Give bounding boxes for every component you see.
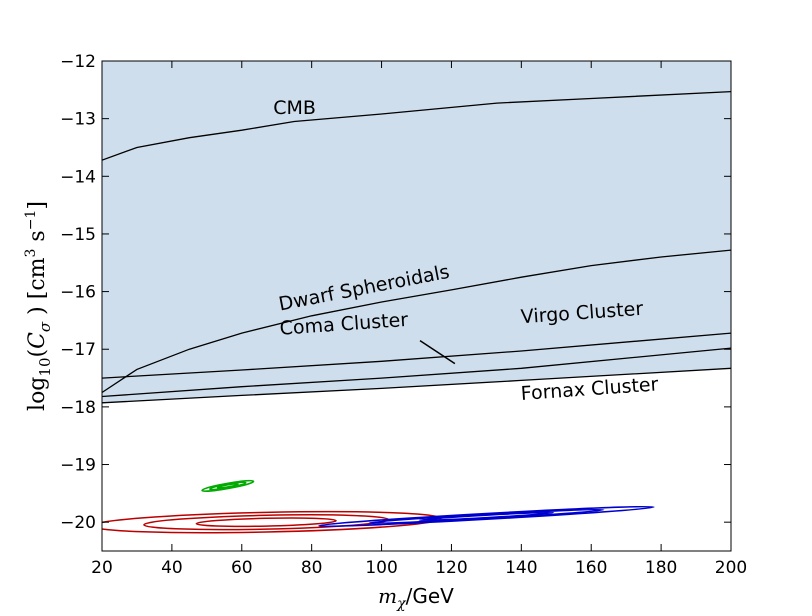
annotation-pointer xyxy=(419,339,456,365)
y-tick-label: −17 xyxy=(60,340,96,360)
contour-0-level-2 xyxy=(216,483,239,489)
x-tick-label: 120 xyxy=(435,558,467,578)
contour-2-level-0 xyxy=(318,505,655,527)
curve-coma-cluster xyxy=(102,332,731,379)
x-tick-label: 100 xyxy=(365,558,397,578)
curve-virgo-cluster xyxy=(102,347,731,398)
x-tick-label: 20 xyxy=(91,558,113,578)
y-tick-label: −16 xyxy=(60,283,96,303)
contour-0-level-1 xyxy=(209,481,247,491)
likelihood-contours xyxy=(102,479,655,534)
y-tick-label: −13 xyxy=(60,110,96,130)
y-tick-label: −18 xyxy=(60,398,96,418)
contour-1-level-2 xyxy=(195,517,337,528)
x-axis-ticks: 20 40 60 80 100 120 140 160 180 200 xyxy=(91,61,747,578)
constraint-regions xyxy=(102,61,731,404)
contour-2-level-2 xyxy=(418,511,555,522)
x-tick-label: 160 xyxy=(575,558,607,578)
contour-0-level-0 xyxy=(201,479,255,492)
y-tick-label: −14 xyxy=(60,167,96,187)
region-fornax-cluster xyxy=(102,61,731,403)
curve-dwarf-spheroidals xyxy=(102,249,731,394)
y-axis-label: log10(Cσ ) [cm3 s−1] xyxy=(23,201,54,411)
x-tick-label: 60 xyxy=(231,558,253,578)
y-tick-label: −12 xyxy=(60,52,96,72)
x-tick-label: 180 xyxy=(645,558,677,578)
curve-cmb xyxy=(102,90,731,161)
x-axis-label: mχ/GeV xyxy=(378,584,454,612)
x-tick-label: 140 xyxy=(505,558,537,578)
y-tick-label: −19 xyxy=(60,456,96,476)
label-cmb: CMB xyxy=(273,97,316,119)
x-tick-label: 200 xyxy=(715,558,747,578)
contour-2-level-1 xyxy=(368,508,605,525)
x-tick-label: 80 xyxy=(301,558,323,578)
svg-text:log10(Cσ ) [cm3 s−1]: log10(Cσ ) [cm3 s−1] xyxy=(23,201,54,411)
plot-frame xyxy=(101,60,732,552)
y-axis-ticks: −20 −19 −18 −17 −16 −15 −14 −13 −12 xyxy=(60,52,731,533)
y-tick-label: −20 xyxy=(60,513,96,533)
y-tick-label: −15 xyxy=(60,225,96,245)
x-tick-label: 40 xyxy=(161,558,183,578)
curve-fornax-cluster xyxy=(102,367,731,404)
